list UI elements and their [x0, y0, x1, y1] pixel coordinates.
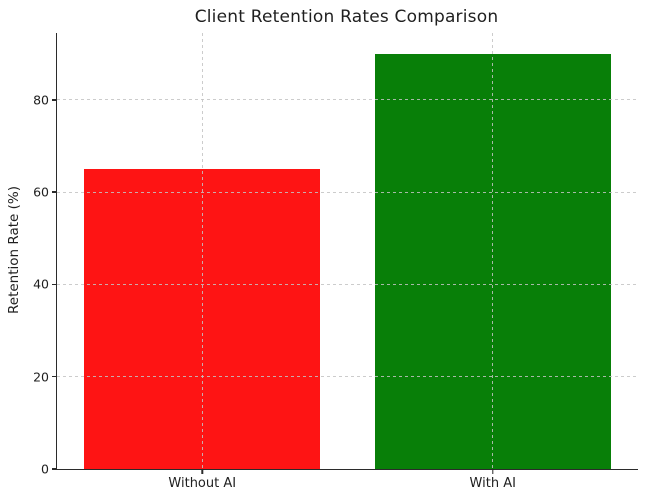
y-tick-mark-0: [52, 468, 57, 470]
y-tick-label-0: 0: [41, 461, 49, 477]
chart-title: Client Retention Rates Comparison: [194, 7, 499, 27]
x-tick-label-without-ai: Without AI: [168, 476, 237, 491]
y-tick-label-40: 40: [33, 276, 49, 292]
gridline-v-without-ai: [201, 33, 203, 469]
y-tick-label-60: 60: [33, 184, 49, 200]
gridline-v-with-ai: [492, 33, 494, 469]
x-tick-label-with-ai: With AI: [469, 476, 516, 491]
y-tick-label-20: 20: [33, 369, 49, 385]
y-tick-mark-60: [52, 191, 57, 193]
y-tick-label-80: 80: [33, 92, 49, 108]
y-tick-mark-20: [52, 376, 57, 378]
x-tick-mark-without-ai: [201, 469, 203, 474]
y-axis-label: Retention Rate (%): [6, 186, 22, 314]
gridline-h-80: [57, 99, 638, 101]
gridline-h-40: [57, 283, 638, 285]
gridline-h-20: [57, 376, 638, 378]
y-tick-mark-40: [52, 283, 57, 286]
plot-area: 0 20 40 60 80 Without AI With AI: [33, 33, 638, 491]
gridline-h-60: [57, 191, 638, 193]
y-tick-mark-80: [52, 99, 57, 101]
x-tick-mark-with-ai: [492, 469, 494, 474]
